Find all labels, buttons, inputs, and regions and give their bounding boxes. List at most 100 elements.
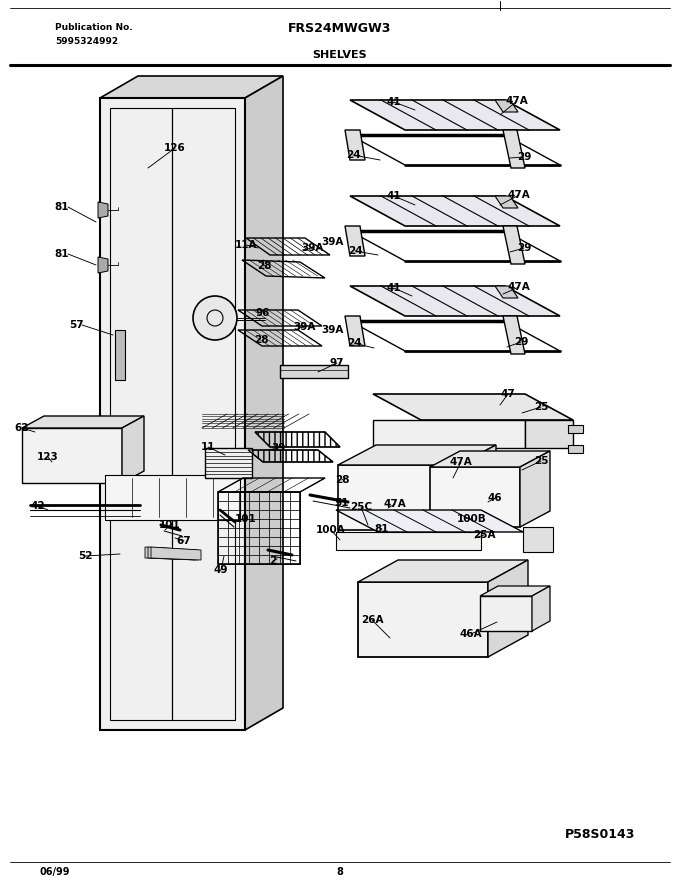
- Polygon shape: [525, 420, 573, 448]
- Text: 49: 49: [214, 565, 228, 575]
- Text: 11A: 11A: [235, 240, 257, 250]
- Polygon shape: [430, 451, 550, 467]
- Polygon shape: [22, 416, 144, 428]
- Text: 81: 81: [55, 202, 69, 212]
- Polygon shape: [532, 586, 550, 631]
- Text: 47: 47: [500, 389, 515, 399]
- Text: 8: 8: [337, 867, 343, 877]
- Polygon shape: [345, 316, 365, 346]
- Text: 67: 67: [177, 536, 191, 546]
- Text: 39A: 39A: [321, 325, 343, 335]
- Text: 41: 41: [387, 97, 401, 107]
- Text: 100A: 100A: [316, 525, 346, 535]
- Polygon shape: [430, 467, 520, 527]
- Text: FRS24MWGW3: FRS24MWGW3: [288, 21, 392, 34]
- Text: 29: 29: [517, 243, 531, 253]
- Text: 81: 81: [375, 524, 389, 534]
- Text: 42: 42: [31, 501, 46, 511]
- Text: 25A: 25A: [473, 530, 495, 540]
- Polygon shape: [100, 76, 283, 98]
- Text: 39A: 39A: [321, 237, 343, 247]
- Text: Publication No.: Publication No.: [55, 24, 133, 33]
- Text: 25: 25: [534, 402, 548, 412]
- Text: 52: 52: [78, 551, 92, 561]
- Polygon shape: [22, 428, 122, 483]
- Text: 24: 24: [347, 246, 362, 256]
- Text: 97: 97: [330, 358, 344, 368]
- Polygon shape: [338, 445, 496, 465]
- Text: 101: 101: [159, 520, 181, 530]
- Polygon shape: [495, 100, 518, 112]
- Text: 25: 25: [534, 456, 548, 466]
- Polygon shape: [336, 532, 481, 550]
- Polygon shape: [100, 98, 245, 730]
- Polygon shape: [345, 226, 365, 256]
- Polygon shape: [280, 365, 348, 378]
- Polygon shape: [523, 527, 553, 552]
- Text: 47A: 47A: [506, 96, 528, 106]
- Polygon shape: [115, 330, 125, 380]
- Text: 62: 62: [15, 423, 29, 433]
- Polygon shape: [151, 547, 201, 560]
- Text: 39A: 39A: [294, 322, 316, 332]
- Text: 24: 24: [347, 338, 361, 348]
- Text: 28: 28: [335, 475, 350, 485]
- Polygon shape: [488, 560, 528, 657]
- Text: 29: 29: [517, 152, 531, 162]
- Text: 06/99: 06/99: [40, 867, 71, 877]
- Polygon shape: [373, 394, 573, 420]
- Text: 96: 96: [256, 308, 270, 318]
- Text: 2: 2: [269, 556, 277, 566]
- Text: 47A: 47A: [449, 457, 473, 467]
- Polygon shape: [122, 416, 144, 483]
- Text: 46: 46: [488, 493, 503, 503]
- Text: 47A: 47A: [384, 499, 407, 509]
- Text: 28: 28: [254, 335, 268, 345]
- Text: 47A: 47A: [508, 282, 530, 292]
- Polygon shape: [568, 445, 583, 453]
- Polygon shape: [98, 257, 108, 273]
- Polygon shape: [350, 196, 560, 226]
- Text: 26A: 26A: [361, 615, 384, 625]
- Text: 39A: 39A: [301, 243, 323, 253]
- Polygon shape: [458, 445, 496, 530]
- Polygon shape: [350, 100, 560, 130]
- Polygon shape: [568, 425, 583, 433]
- Text: 28: 28: [257, 261, 271, 271]
- Polygon shape: [145, 547, 195, 560]
- Text: 126: 126: [164, 143, 186, 153]
- Polygon shape: [358, 560, 528, 582]
- Text: P58S0143: P58S0143: [564, 827, 635, 841]
- Text: 11: 11: [201, 442, 216, 452]
- Text: 123: 123: [37, 452, 59, 462]
- Polygon shape: [336, 510, 523, 532]
- Polygon shape: [205, 448, 252, 478]
- Text: 41: 41: [387, 191, 401, 201]
- Polygon shape: [338, 465, 458, 530]
- Text: 101: 101: [235, 514, 257, 524]
- Text: 25C: 25C: [350, 502, 372, 512]
- Polygon shape: [503, 130, 525, 168]
- Polygon shape: [358, 582, 488, 657]
- Polygon shape: [98, 202, 108, 218]
- Text: SHELVES: SHELVES: [313, 50, 367, 60]
- Text: 41: 41: [387, 283, 401, 293]
- Text: 39: 39: [271, 443, 285, 453]
- Polygon shape: [148, 547, 198, 560]
- Text: 47A: 47A: [508, 190, 530, 200]
- Polygon shape: [480, 596, 532, 631]
- Text: 57: 57: [69, 320, 84, 330]
- Polygon shape: [503, 316, 525, 354]
- Polygon shape: [503, 226, 525, 264]
- Text: 24: 24: [345, 150, 360, 160]
- Polygon shape: [350, 286, 560, 316]
- Polygon shape: [345, 130, 365, 160]
- Polygon shape: [480, 586, 550, 596]
- Polygon shape: [373, 420, 525, 448]
- Circle shape: [193, 296, 237, 340]
- Text: 29: 29: [514, 337, 528, 347]
- Polygon shape: [105, 475, 240, 520]
- Text: 81: 81: [55, 249, 69, 259]
- Text: 5995324992: 5995324992: [55, 36, 118, 46]
- Polygon shape: [495, 286, 518, 298]
